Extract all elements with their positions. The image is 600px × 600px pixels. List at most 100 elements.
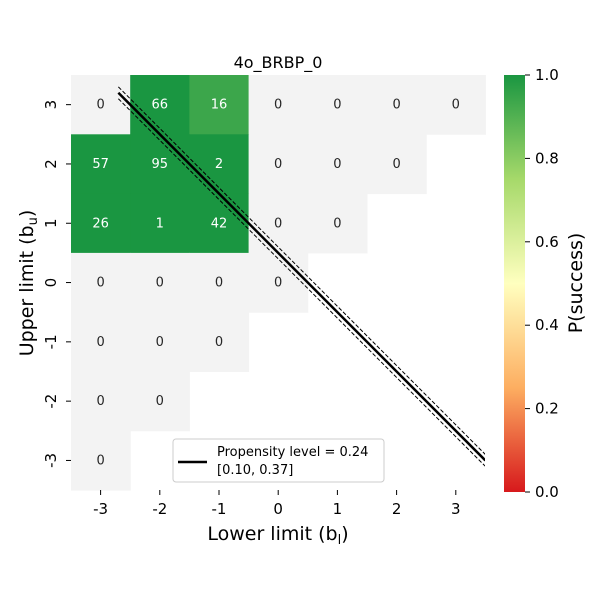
heatmap-cell: 0: [248, 193, 309, 254]
heatmap-cell-rect: [130, 252, 190, 313]
heatmap-cell-rect: [71, 134, 131, 195]
heatmap-cell-label: 2: [215, 157, 223, 172]
heatmap-cell-label: 0: [96, 394, 104, 409]
heatmap-cell-label: 0: [392, 98, 400, 113]
x-tick-label: 1: [333, 500, 343, 518]
legend-box: [172, 438, 385, 483]
propensity-ci-line: [118, 98, 485, 467]
heatmap-cell-label: 0: [452, 98, 460, 113]
heatmap-cell-label: 66: [152, 98, 169, 113]
colorbar-label: P(success): [565, 233, 587, 334]
colorbar-tick-label: 0.6: [535, 233, 559, 251]
heatmap-cell-label: 57: [92, 157, 109, 172]
heatmap-cell-rect: [130, 312, 190, 372]
colorbar-tick-label: 0.2: [535, 400, 559, 418]
heatmap-cell: 26: [71, 193, 131, 254]
heatmap-cell-rect: [71, 193, 131, 254]
heatmap-cell: 0: [71, 430, 131, 491]
colorbar-tick-label: 1.0: [535, 66, 559, 84]
heatmap-cell-rect: [71, 430, 131, 491]
heatmap-cell-label: 0: [333, 216, 341, 231]
heatmap-cell-label: 0: [96, 98, 104, 113]
colorbar-ticks: 0.0 0.2 0.4 0.6 0.8 1.0: [525, 66, 559, 501]
heatmap-cell-label: 0: [215, 335, 223, 350]
heatmap-cell-rect: [248, 252, 309, 313]
heatmap-cell-rect: [130, 193, 190, 254]
heatmap-cell: 0: [248, 252, 309, 313]
y-tick-label: 3: [42, 100, 60, 110]
heatmap-cell-label: 0: [333, 98, 341, 113]
legend: Propensity level = 0.24 [0.10, 0.37]: [172, 438, 385, 483]
heatmap-cell-label: 16: [211, 98, 228, 113]
heatmap-cell-rect: [189, 134, 250, 195]
heatmap-cell-rect: [307, 134, 368, 195]
heatmap-cell-label: 42: [211, 216, 228, 231]
propensity-line: [117, 91, 485, 462]
legend-interval: [0.10, 0.37]: [217, 463, 293, 478]
heatmap-cell-rect: [367, 134, 427, 195]
y-tick-label: -1: [42, 334, 60, 349]
x-tick-label: 3: [451, 500, 461, 518]
colorbar-gradient: [504, 75, 525, 492]
heatmap-cell-rect: [71, 75, 131, 135]
y-tick-label: 0: [42, 278, 60, 288]
chart-title: 4o_BRBP_0: [234, 53, 323, 73]
heatmap-cell: 66: [130, 75, 190, 135]
heatmap-cell: 0: [130, 312, 190, 372]
x-tick-label: 0: [273, 500, 283, 518]
heatmap-cell-rect: [71, 312, 131, 372]
heatmap-cells: 0 66 16 0 0 0 0 57 95 2 0 0 0 26 1 42 0 0 0 0 0 0 0 0 0 0 0 0: [71, 75, 486, 491]
propensity-lines: [117, 86, 485, 467]
heatmap-cell: 1: [130, 193, 190, 254]
heatmap-cell-label: 0: [156, 276, 164, 291]
x-axis-label: Lower limit (bl): [207, 523, 348, 548]
heatmap-cell: 0: [367, 75, 427, 135]
heatmap-cell: 0: [307, 134, 368, 195]
x-tick-label: -3: [93, 500, 108, 518]
heatmap-cell-rect: [71, 371, 131, 432]
heatmap-cell: 2: [189, 134, 250, 195]
heatmap-cell: 42: [189, 193, 250, 254]
heatmap-cell: 0: [130, 252, 190, 313]
heatmap-cell: 0: [426, 75, 486, 135]
heatmap-cell-rect: [130, 75, 190, 135]
heatmap-cell-label: 0: [96, 335, 104, 350]
heatmap-cell-rect: [189, 193, 250, 254]
heatmap-cell-rect: [307, 193, 368, 254]
heatmap-cell-label: 0: [274, 216, 282, 231]
heatmap-cell: 57: [71, 134, 131, 195]
heatmap-cell: 0: [71, 371, 131, 432]
heatmap-cell-rect: [189, 312, 250, 372]
legend-label: Propensity level = 0.24: [217, 445, 368, 460]
heatmap-cell-label: 1: [156, 216, 164, 231]
heatmap-cell-rect: [71, 252, 131, 313]
heatmap-cell-label: 0: [156, 335, 164, 350]
colorbar-tick-label: 0.8: [535, 149, 559, 167]
heatmap-cell-label: 0: [96, 276, 104, 291]
colorbar-tick-label: 0.0: [535, 483, 559, 501]
colorbar: 0.0 0.2 0.4 0.6 0.8 1.0 P(success): [504, 66, 587, 501]
y-tick-label: 1: [42, 218, 60, 228]
x-tick-label: -2: [152, 500, 167, 518]
y-tick-label: -2: [42, 394, 60, 409]
heatmap-cell-label: 0: [392, 157, 400, 172]
axis-ticks: -3 -2 -1 0 1 2 3 3 2 1 0 -1 -2 -3: [42, 100, 461, 518]
heatmap-cell-rect: [189, 75, 250, 135]
heatmap-cell-label: 95: [152, 157, 169, 172]
heatmap-cell: 0: [71, 75, 131, 135]
x-tick-label: -1: [212, 500, 227, 518]
colorbar-tick-label: 0.4: [535, 316, 559, 334]
heatmap-cell-rect: [367, 75, 427, 135]
heatmap-cell-label: 0: [215, 276, 223, 291]
heatmap-cell-rect: [307, 75, 368, 135]
y-tick-label: -3: [42, 453, 60, 468]
heatmap-cell-label: 0: [274, 98, 282, 113]
heatmap-cell: 0: [248, 75, 309, 135]
heatmap-cell: 0: [307, 193, 368, 254]
heatmap-cell: 0: [248, 134, 309, 195]
heatmap-cell: 0: [367, 134, 427, 195]
heatmap-cell-label: 0: [156, 394, 164, 409]
heatmap-cell-label: 0: [96, 453, 104, 468]
propensity-ci-line: [118, 86, 485, 455]
